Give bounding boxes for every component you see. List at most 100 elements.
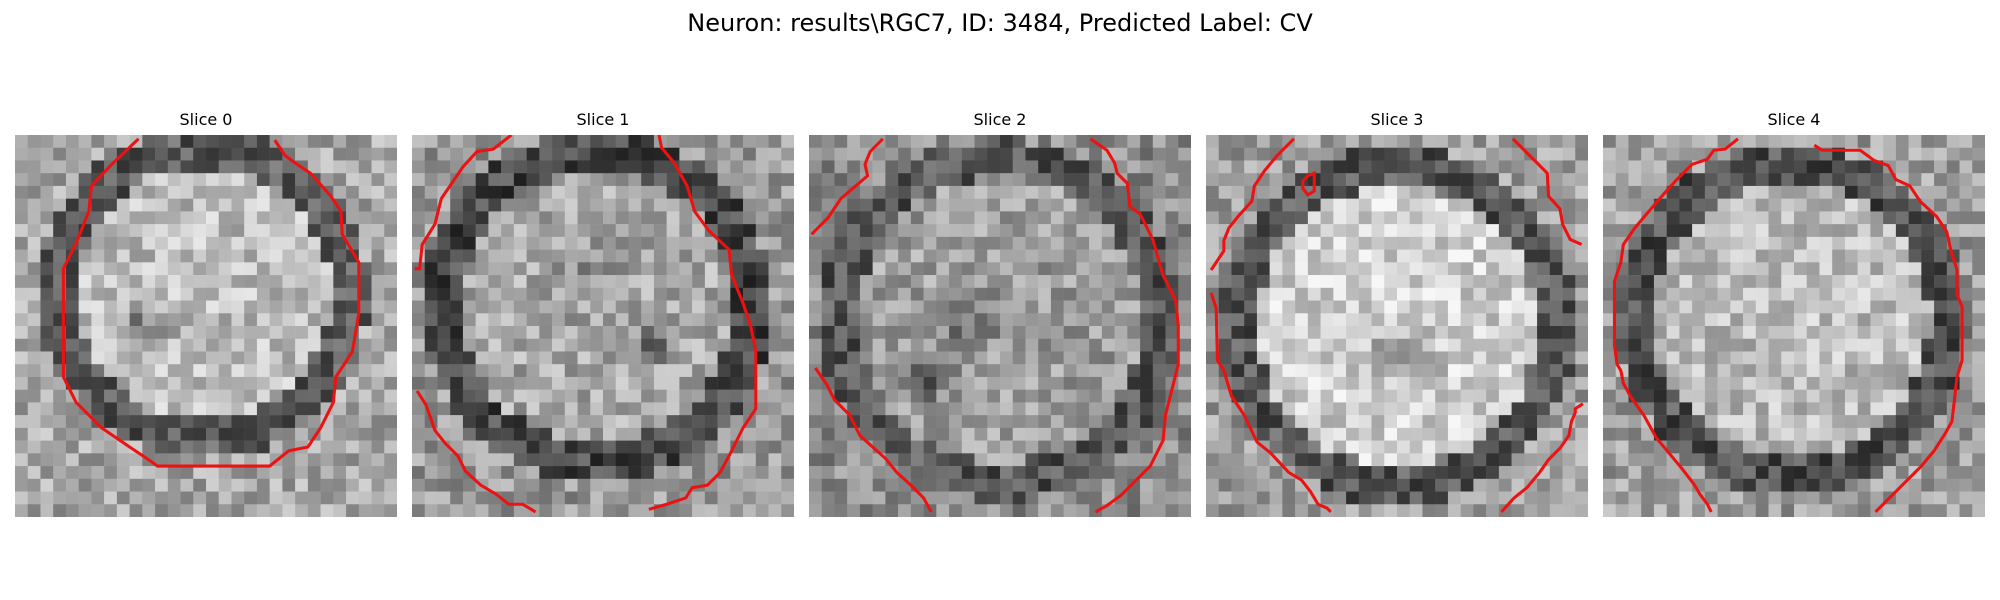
pixel <box>768 160 782 174</box>
pixel <box>1895 160 1909 174</box>
pixel <box>1460 440 1474 454</box>
pixel <box>666 389 680 403</box>
pixel <box>885 491 899 505</box>
pixel <box>1704 287 1718 301</box>
pixel <box>1794 198 1807 212</box>
pixel <box>949 185 963 199</box>
pixel <box>15 504 28 517</box>
pixel <box>333 491 347 505</box>
pixel <box>1152 491 1166 505</box>
pixel <box>320 300 334 314</box>
pixel <box>1140 440 1154 454</box>
pixel <box>847 275 861 289</box>
pixel <box>1768 504 1782 517</box>
pixel <box>1295 351 1309 365</box>
pixel <box>539 262 553 276</box>
pixel <box>704 338 718 352</box>
pixel <box>1320 135 1334 148</box>
pixel <box>692 236 706 250</box>
pixel <box>513 478 527 492</box>
pixel <box>424 466 438 480</box>
pixel <box>1883 224 1897 238</box>
pixel <box>231 198 245 212</box>
pixel <box>1653 478 1667 492</box>
pixel <box>1244 478 1258 492</box>
pixel <box>781 504 794 517</box>
pixel <box>1628 287 1642 301</box>
pixel <box>475 351 489 365</box>
pixel <box>1498 351 1512 365</box>
pixel <box>615 173 629 187</box>
pixel <box>1397 326 1410 339</box>
pixel <box>167 275 181 289</box>
pixel <box>1447 198 1461 212</box>
pixel <box>1819 313 1833 327</box>
pixel <box>755 389 769 403</box>
pixel <box>1244 135 1258 148</box>
pixel <box>653 236 667 250</box>
pixel <box>961 262 975 276</box>
pixel <box>437 275 451 289</box>
pixel <box>539 326 553 339</box>
pixel <box>384 427 397 441</box>
pixel <box>834 147 848 161</box>
pixel <box>666 185 680 199</box>
pixel <box>1397 415 1410 429</box>
pixel <box>1743 440 1757 454</box>
pixel <box>872 275 886 289</box>
pixel <box>1460 275 1474 289</box>
pixel <box>1641 466 1655 480</box>
pixel <box>1743 415 1757 429</box>
pixel <box>307 287 321 301</box>
pixel <box>577 147 591 161</box>
pixel <box>1295 402 1309 416</box>
pixel <box>1730 440 1744 454</box>
pixel <box>821 160 835 174</box>
pixel <box>1050 198 1064 212</box>
pixel <box>809 376 822 390</box>
pixel <box>462 287 476 301</box>
pixel <box>1244 300 1258 314</box>
pixel <box>552 275 566 289</box>
pixel <box>1127 338 1141 352</box>
pixel <box>1486 466 1500 480</box>
pixel <box>821 504 835 517</box>
pixel <box>1409 275 1423 289</box>
pixel <box>898 173 912 187</box>
pixel <box>1524 173 1538 187</box>
pixel <box>167 427 181 441</box>
pixel <box>1628 236 1642 250</box>
pixel <box>1012 415 1026 429</box>
pixel <box>1755 478 1769 492</box>
pixel <box>872 211 886 225</box>
pixel <box>1435 351 1449 365</box>
pixel <box>1666 173 1680 187</box>
pixel <box>1806 491 1820 505</box>
pixel <box>1333 389 1347 403</box>
pixel <box>872 249 886 263</box>
pixel <box>155 275 169 289</box>
pixel <box>1089 491 1103 505</box>
pixel <box>295 376 309 390</box>
pixel <box>1704 275 1718 289</box>
pixel <box>872 160 886 174</box>
pixel <box>936 440 950 454</box>
pixel <box>1050 364 1064 378</box>
pixel <box>65 287 79 301</box>
pixel <box>27 185 41 199</box>
pixel <box>1498 198 1512 212</box>
pixel <box>1473 364 1487 378</box>
pixel <box>501 376 515 390</box>
pixel <box>1575 287 1588 301</box>
pixel <box>615 453 629 467</box>
pixel <box>834 135 848 148</box>
pixel <box>1959 249 1973 263</box>
pixel <box>333 504 347 517</box>
pixel <box>488 427 502 441</box>
pixel <box>65 211 79 225</box>
pixel <box>1000 160 1013 174</box>
pixel <box>1333 427 1347 441</box>
pixel <box>513 453 527 467</box>
pixel <box>1768 466 1782 480</box>
pixel <box>142 173 156 187</box>
